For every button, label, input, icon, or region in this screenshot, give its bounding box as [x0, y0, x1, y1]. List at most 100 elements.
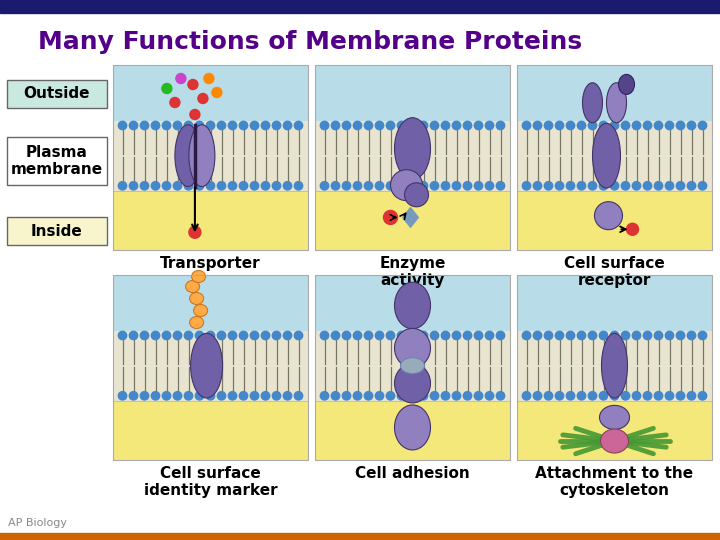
Circle shape: [195, 122, 204, 130]
Circle shape: [688, 392, 696, 400]
Circle shape: [207, 181, 215, 190]
Ellipse shape: [194, 305, 207, 316]
Circle shape: [174, 181, 181, 190]
Circle shape: [408, 332, 417, 340]
Circle shape: [118, 392, 127, 400]
Circle shape: [632, 122, 641, 130]
Circle shape: [688, 332, 696, 340]
Circle shape: [698, 181, 707, 190]
Circle shape: [397, 392, 405, 400]
Circle shape: [577, 332, 585, 340]
Circle shape: [599, 332, 608, 340]
Ellipse shape: [400, 357, 425, 374]
Circle shape: [408, 392, 417, 400]
Circle shape: [431, 332, 438, 340]
Circle shape: [342, 181, 351, 190]
Ellipse shape: [582, 83, 603, 123]
Circle shape: [654, 392, 662, 400]
Circle shape: [375, 392, 384, 400]
Circle shape: [151, 181, 160, 190]
Circle shape: [251, 332, 258, 340]
Circle shape: [577, 122, 585, 130]
Circle shape: [375, 332, 384, 340]
Circle shape: [567, 392, 575, 400]
Circle shape: [588, 181, 597, 190]
Circle shape: [189, 226, 201, 238]
Ellipse shape: [189, 316, 204, 328]
Bar: [0, 533, 720, 540]
Circle shape: [204, 73, 214, 84]
Ellipse shape: [189, 125, 215, 187]
Circle shape: [283, 392, 292, 400]
Ellipse shape: [593, 123, 621, 188]
Ellipse shape: [175, 125, 201, 187]
Circle shape: [534, 181, 541, 190]
Circle shape: [184, 392, 193, 400]
Bar: [315, 401, 510, 460]
Circle shape: [331, 181, 340, 190]
Circle shape: [643, 122, 652, 130]
Circle shape: [283, 181, 292, 190]
Circle shape: [534, 392, 541, 400]
Circle shape: [463, 332, 472, 340]
Circle shape: [331, 332, 340, 340]
Circle shape: [151, 122, 160, 130]
Circle shape: [665, 392, 674, 400]
Circle shape: [174, 392, 181, 400]
Circle shape: [261, 122, 270, 130]
Circle shape: [611, 332, 618, 340]
Circle shape: [555, 122, 564, 130]
Circle shape: [174, 332, 181, 340]
Circle shape: [408, 122, 417, 130]
Circle shape: [207, 122, 215, 130]
Circle shape: [688, 181, 696, 190]
Circle shape: [485, 122, 494, 130]
Circle shape: [544, 392, 553, 400]
Circle shape: [342, 332, 351, 340]
Text: Many Functions of Membrane Proteins: Many Functions of Membrane Proteins: [38, 30, 582, 54]
Circle shape: [611, 392, 618, 400]
Circle shape: [555, 332, 564, 340]
Circle shape: [140, 122, 149, 130]
Circle shape: [331, 122, 340, 130]
Circle shape: [239, 392, 248, 400]
Circle shape: [195, 392, 204, 400]
Circle shape: [452, 392, 461, 400]
Bar: [113, 275, 308, 330]
Bar: [517, 330, 712, 401]
Circle shape: [174, 122, 181, 130]
Circle shape: [632, 181, 641, 190]
Bar: [113, 65, 308, 250]
Circle shape: [654, 332, 662, 340]
Circle shape: [140, 181, 149, 190]
Circle shape: [184, 332, 193, 340]
Circle shape: [217, 181, 225, 190]
Circle shape: [419, 181, 428, 190]
Ellipse shape: [192, 271, 206, 282]
Circle shape: [452, 181, 461, 190]
Bar: [0, 0, 720, 13]
Text: Inside: Inside: [31, 224, 83, 239]
Circle shape: [364, 332, 373, 340]
Circle shape: [599, 122, 608, 130]
Circle shape: [140, 392, 149, 400]
Text: Transporter: Transporter: [160, 256, 261, 271]
Circle shape: [239, 122, 248, 130]
Circle shape: [688, 122, 696, 130]
Circle shape: [118, 332, 127, 340]
Circle shape: [162, 84, 172, 93]
Circle shape: [408, 181, 417, 190]
Polygon shape: [402, 207, 418, 227]
Circle shape: [130, 122, 138, 130]
Circle shape: [599, 181, 608, 190]
Circle shape: [195, 332, 204, 340]
Circle shape: [118, 181, 127, 190]
Circle shape: [534, 122, 541, 130]
Circle shape: [698, 392, 707, 400]
Circle shape: [397, 122, 405, 130]
Circle shape: [676, 181, 685, 190]
Circle shape: [485, 392, 494, 400]
Text: Outside: Outside: [24, 86, 90, 101]
Circle shape: [320, 392, 329, 400]
Circle shape: [522, 181, 531, 190]
